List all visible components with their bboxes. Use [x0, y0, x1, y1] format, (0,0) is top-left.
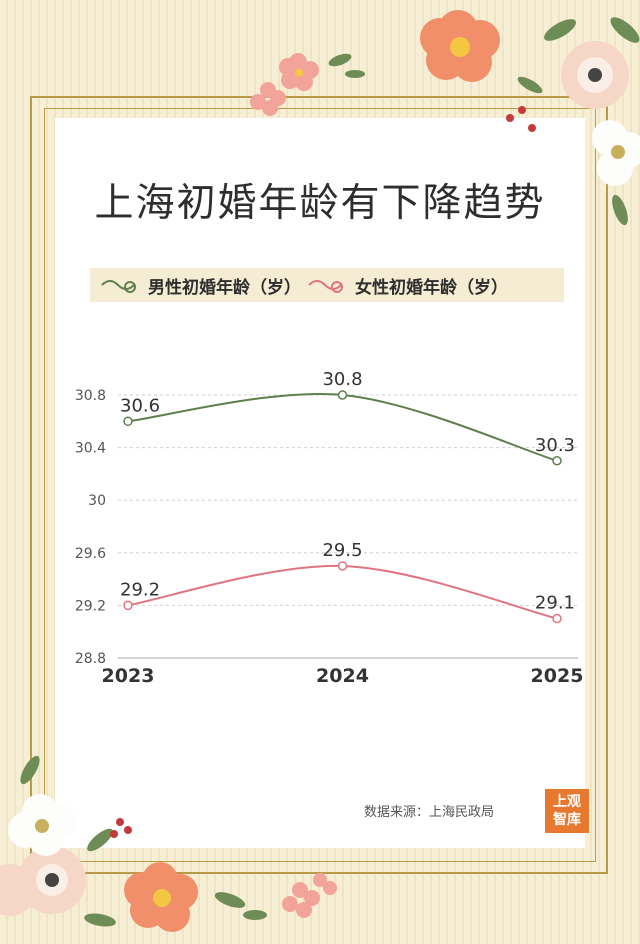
data-label: 29.1 [535, 593, 575, 614]
x-tick-label: 2023 [102, 665, 155, 687]
brand-logo: 上观 智库 [545, 789, 589, 833]
flower-bouquet-top-right-icon [420, 10, 640, 226]
brand-logo-line2: 智库 [553, 812, 581, 828]
small-pink-flowers-top-icon [250, 53, 365, 116]
female-swirl-icon [308, 280, 343, 293]
data-point [123, 416, 133, 427]
data-label: 29.5 [322, 540, 362, 561]
legend-label-female: 女性初婚年龄（岁） [355, 277, 508, 298]
series-line-female [127, 564, 558, 620]
data-label: 30.3 [535, 435, 575, 456]
data-label: 30.8 [322, 369, 362, 390]
y-tick-label: 29.6 [75, 546, 106, 562]
data-point [337, 561, 348, 571]
data-point [123, 600, 133, 611]
chart-card [55, 118, 585, 848]
data-label: 30.6 [120, 395, 160, 416]
flower-bouquet-bottom-left-icon [0, 755, 337, 932]
legend-item-male: 男性初婚年龄（岁） [100, 273, 301, 298]
brand-logo-line1: 上观 [553, 794, 581, 810]
y-tick-label: 30.8 [75, 388, 106, 404]
y-tick-label: 30.4 [75, 441, 106, 457]
male-swirl-icon [101, 280, 136, 293]
data-label: 29.2 [120, 579, 160, 600]
data-point [337, 390, 348, 400]
legend-item-female: 女性初婚年龄（岁） [307, 273, 508, 298]
data-point [552, 613, 562, 624]
x-tick-label: 2024 [316, 665, 369, 687]
series-line-male [127, 393, 558, 462]
inner-frame [44, 108, 596, 862]
chart-title: 上海初婚年龄有下降趋势 [94, 181, 546, 226]
data-point [552, 456, 562, 466]
legend-label-male: 男性初婚年龄（岁） [148, 277, 301, 298]
y-tick-label: 30 [88, 493, 106, 509]
legend: 男性初婚年龄（岁） 女性初婚年龄（岁） [90, 268, 564, 302]
outer-frame [30, 96, 608, 874]
y-tick-label: 28.8 [75, 651, 106, 667]
y-tick-label: 29.2 [75, 598, 106, 614]
data-source: 数据来源：上海民政局 [364, 805, 495, 820]
x-tick-label: 2025 [531, 665, 584, 687]
